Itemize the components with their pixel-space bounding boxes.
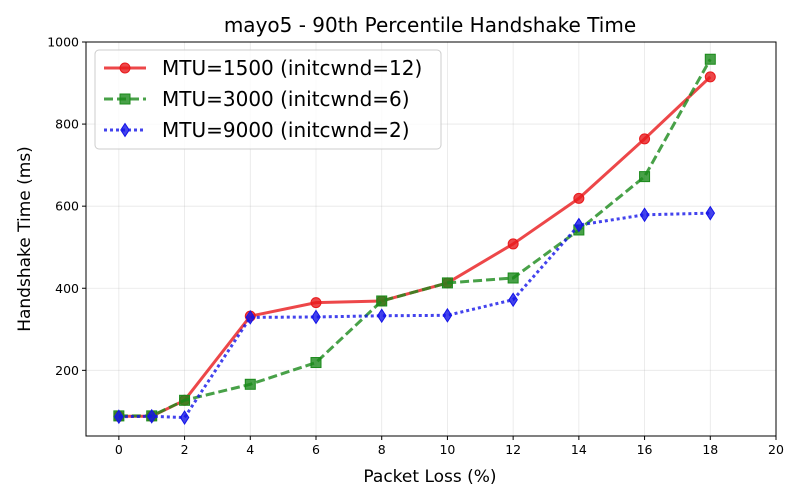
x-tick-label: 16 bbox=[637, 442, 653, 457]
legend-marker bbox=[119, 62, 131, 74]
data-point bbox=[179, 394, 191, 406]
series-3 bbox=[114, 205, 716, 425]
data-point bbox=[639, 133, 651, 145]
legend-label: MTU=1500 (initcwnd=12) bbox=[162, 56, 422, 80]
x-tick-label: 8 bbox=[378, 442, 386, 457]
data-point bbox=[310, 357, 322, 369]
data-point bbox=[705, 205, 716, 221]
x-tick-label: 20 bbox=[768, 442, 784, 457]
data-point bbox=[574, 217, 584, 233]
data-point bbox=[639, 207, 650, 223]
data-point bbox=[704, 71, 716, 83]
data-point bbox=[704, 53, 716, 65]
legend: MTU=1500 (initcwnd=12) MTU=3000 (initcwnd… bbox=[94, 49, 442, 150]
y-tick-label: 400 bbox=[55, 281, 79, 296]
x-tick-label: 14 bbox=[571, 442, 587, 457]
data-point bbox=[146, 408, 157, 424]
x-axis-label: Packet Loss (%) bbox=[363, 467, 496, 487]
y-tick-label: 200 bbox=[55, 363, 79, 378]
series-line bbox=[118, 58, 712, 418]
x-tick-label: 4 bbox=[246, 442, 254, 457]
data-point bbox=[376, 295, 388, 307]
y-axis-label: Handshake Time (ms) bbox=[15, 146, 35, 332]
x-tick-label: 0 bbox=[115, 442, 123, 457]
data-point bbox=[507, 272, 519, 284]
plot-frame bbox=[85, 41, 777, 437]
data-point bbox=[441, 277, 453, 289]
data-point bbox=[244, 378, 256, 390]
x-tick-label: 18 bbox=[702, 442, 718, 457]
data-point bbox=[507, 238, 519, 250]
legend-marker bbox=[119, 93, 131, 105]
data-point bbox=[508, 292, 518, 308]
y-tick-label: 600 bbox=[55, 199, 79, 214]
x-tick-label: 12 bbox=[505, 442, 521, 457]
legend-box bbox=[94, 49, 442, 150]
y-tick-label: 1000 bbox=[47, 35, 79, 50]
series-layer bbox=[113, 53, 716, 425]
chart-title: mayo5 - 90th Percentile Handshake Time bbox=[224, 13, 636, 37]
data-point bbox=[639, 171, 651, 183]
legend-marker bbox=[120, 122, 130, 138]
y-tick-label: 800 bbox=[55, 117, 79, 132]
axes: 0 2 4 6 8 10 12 14 16 18 20 200 400 600 800 1000 bbox=[47, 35, 784, 458]
data-point bbox=[114, 409, 124, 425]
data-point bbox=[311, 309, 321, 325]
legend-label: MTU=9000 (initcwnd=2) bbox=[162, 118, 410, 142]
x-tick-label: 6 bbox=[312, 442, 320, 457]
data-point bbox=[310, 297, 322, 309]
series-line bbox=[118, 211, 711, 420]
data-point bbox=[376, 308, 387, 324]
x-tick-label: 10 bbox=[439, 442, 455, 457]
data-point bbox=[245, 309, 256, 325]
x-tick-label: 2 bbox=[181, 442, 189, 457]
data-point bbox=[179, 410, 190, 425]
data-point bbox=[573, 192, 585, 204]
legend-label: MTU=3000 (initcwnd=6) bbox=[162, 87, 410, 111]
data-point bbox=[442, 307, 453, 323]
